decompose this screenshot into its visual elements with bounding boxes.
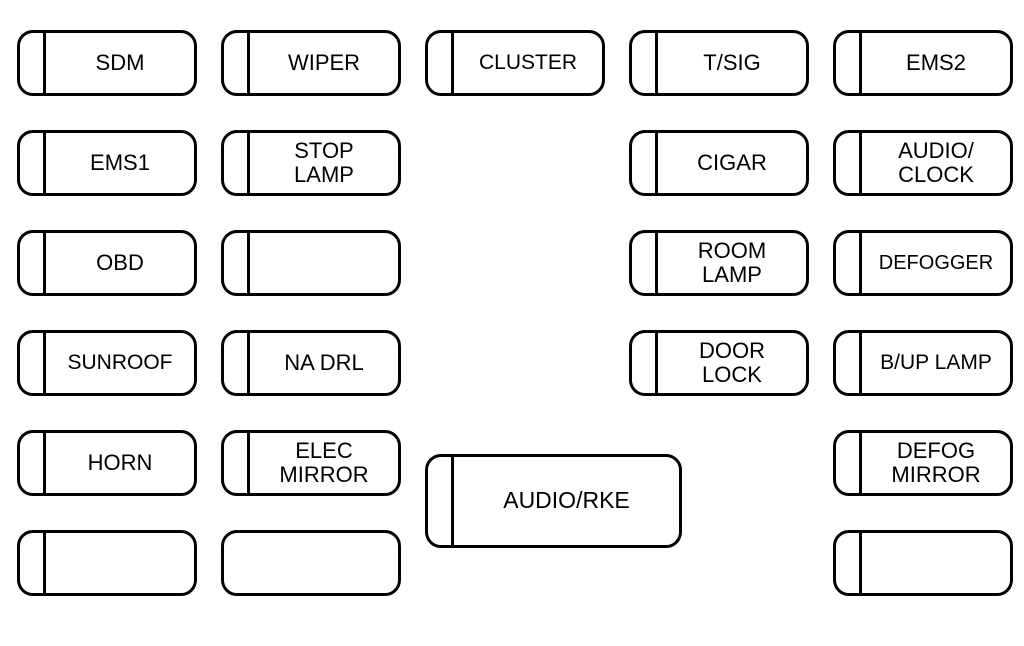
fuse-label <box>250 233 398 293</box>
fuse-blank-c1-r6 <box>17 530 197 596</box>
fuse-label: SUNROOF <box>46 333 194 393</box>
fuse-label <box>224 533 398 593</box>
fuse-tab <box>632 233 658 293</box>
fuse-sdm: SDM <box>17 30 197 96</box>
fuse-tab <box>20 433 46 493</box>
fuse-sunroof: SUNROOF <box>17 330 197 396</box>
fuse-label <box>862 533 1010 593</box>
fuse-tab <box>836 333 862 393</box>
fuse-tab <box>836 133 862 193</box>
fuse-tab <box>20 233 46 293</box>
fuse-t-sig: T/SIG <box>629 30 809 96</box>
fuse-stop-lamp: STOP LAMP <box>221 130 401 196</box>
fuse-tab <box>836 233 862 293</box>
fuse-label: AUDIO/RKE <box>454 457 679 545</box>
fuse-label: ELEC MIRROR <box>250 433 398 493</box>
fuse-door-lock: DOOR LOCK <box>629 330 809 396</box>
fuse-horn: HORN <box>17 430 197 496</box>
fuse-tab <box>224 333 250 393</box>
fuse-label: B/UP LAMP <box>862 333 1010 393</box>
fuse-label: STOP LAMP <box>250 133 398 193</box>
fuse-label: DEFOGGER <box>862 233 1010 293</box>
fuse-na-drl: NA DRL <box>221 330 401 396</box>
fuse-label: DOOR LOCK <box>658 333 806 393</box>
fuse-bup-lamp: B/UP LAMP <box>833 330 1013 396</box>
fuse-ems2: EMS2 <box>833 30 1013 96</box>
fuse-defog-mirror: DEFOG MIRROR <box>833 430 1013 496</box>
fuse-elec-mirror: ELEC MIRROR <box>221 430 401 496</box>
fuse-label: WIPER <box>250 33 398 93</box>
fuse-label: EMS1 <box>46 133 194 193</box>
fuse-obd: OBD <box>17 230 197 296</box>
fuse-label: OBD <box>46 233 194 293</box>
fuse-label: NA DRL <box>250 333 398 393</box>
fuse-tab <box>224 133 250 193</box>
fuse-tab <box>20 533 46 593</box>
fuse-tab <box>632 133 658 193</box>
fuse-blank-c2-r6 <box>221 530 401 596</box>
fuse-tab <box>428 457 454 545</box>
fuse-tab <box>428 33 454 93</box>
fuse-label: ROOM LAMP <box>658 233 806 293</box>
fuse-tab <box>836 433 862 493</box>
fuse-box-diagram: SDM EMS1 OBD SUNROOF HORN WIPER STOP LAMP NA DR… <box>0 0 1024 646</box>
fuse-tab <box>224 433 250 493</box>
fuse-tab <box>224 233 250 293</box>
fuse-wiper: WIPER <box>221 30 401 96</box>
fuse-ems1: EMS1 <box>17 130 197 196</box>
fuse-tab <box>632 33 658 93</box>
fuse-tab <box>20 133 46 193</box>
fuse-label: DEFOG MIRROR <box>862 433 1010 493</box>
fuse-label: EMS2 <box>862 33 1010 93</box>
fuse-label <box>46 533 194 593</box>
fuse-tab <box>20 333 46 393</box>
fuse-label: CIGAR <box>658 133 806 193</box>
fuse-label: AUDIO/ CLOCK <box>862 133 1010 193</box>
fuse-audio-rke: AUDIO/RKE <box>425 454 682 548</box>
fuse-defogger: DEFOGGER <box>833 230 1013 296</box>
fuse-label: SDM <box>46 33 194 93</box>
fuse-audio-clock: AUDIO/ CLOCK <box>833 130 1013 196</box>
fuse-room-lamp: ROOM LAMP <box>629 230 809 296</box>
fuse-label: HORN <box>46 433 194 493</box>
fuse-tab <box>224 33 250 93</box>
fuse-blank-c5-r6 <box>833 530 1013 596</box>
fuse-blank-c2-r3 <box>221 230 401 296</box>
fuse-cigar: CIGAR <box>629 130 809 196</box>
fuse-tab <box>836 533 862 593</box>
fuse-label: T/SIG <box>658 33 806 93</box>
fuse-tab <box>836 33 862 93</box>
fuse-label: CLUSTER <box>454 33 602 93</box>
fuse-cluster: CLUSTER <box>425 30 605 96</box>
fuse-tab <box>20 33 46 93</box>
fuse-tab <box>632 333 658 393</box>
